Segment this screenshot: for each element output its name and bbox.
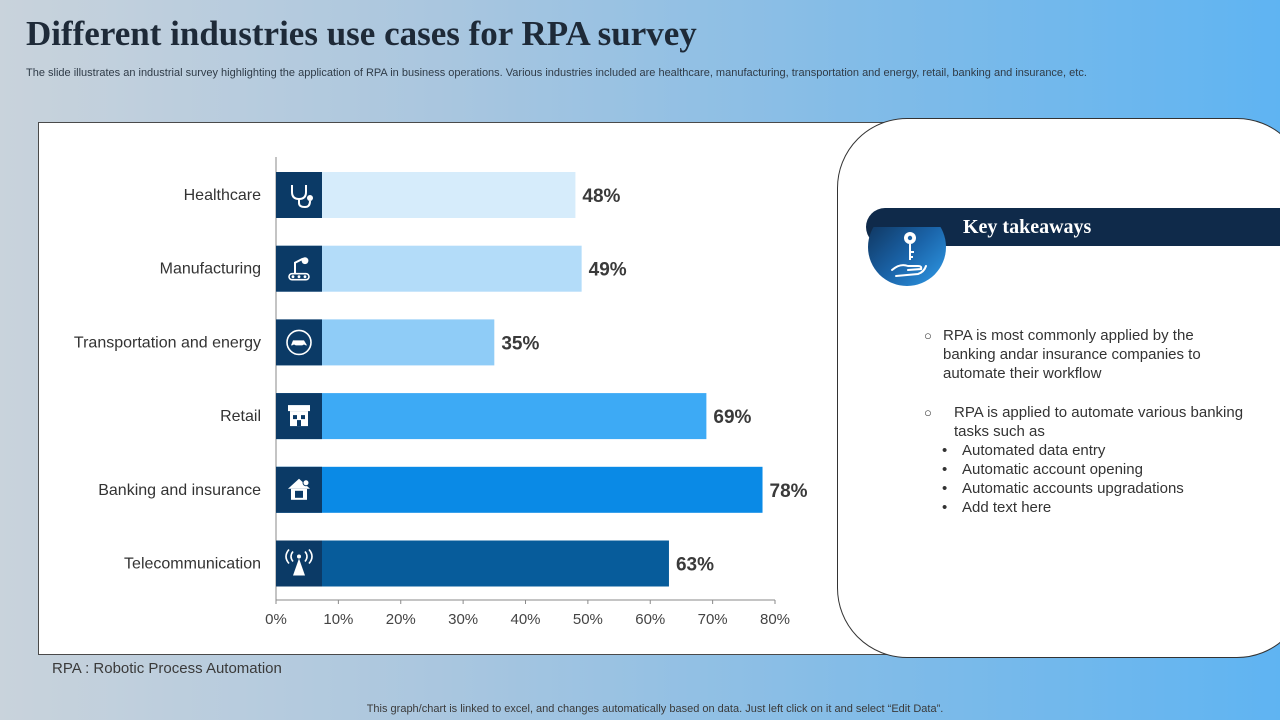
- x-tick-label: 80%: [760, 611, 790, 628]
- value-label: 78%: [770, 481, 808, 502]
- value-label: 49%: [589, 260, 627, 281]
- subpoint-text: Automatic account opening: [962, 461, 1143, 478]
- takeaway-marker: ○: [924, 405, 932, 420]
- category-label: Manufacturing: [160, 261, 261, 278]
- bar-icon-box: [276, 172, 322, 218]
- x-tick-label: 30%: [448, 611, 478, 628]
- bar-icon-box: [276, 245, 322, 292]
- value-label: 63%: [676, 555, 714, 576]
- takeaway-subpoint: • Automatic account opening: [942, 461, 1143, 478]
- signal-tower-icon: [285, 548, 313, 576]
- subpoint-text: Add text here: [962, 499, 1052, 516]
- subpoint-text: Automated data entry: [962, 442, 1106, 459]
- x-tick-label: 0%: [265, 611, 287, 628]
- rpa-footnote: RPA : Robotic Process Automation: [52, 660, 282, 677]
- value-label: 48%: [582, 186, 620, 207]
- subpoint-text: Automatic accounts upgradations: [962, 480, 1184, 497]
- x-tick-label: 50%: [573, 611, 603, 628]
- stethoscope-icon: [291, 185, 313, 209]
- page-subtitle: The slide illustrates an industrial surv…: [26, 67, 1087, 79]
- x-tick-label: 60%: [635, 611, 665, 628]
- robot-arm-conveyor-icon: [288, 257, 310, 281]
- store-icon: [288, 405, 310, 427]
- chart-panel: 0% 10% 20% 30% 40% 50% 60% 70% 80% Healthcare 48% M…: [38, 122, 890, 655]
- category-label: Banking and insurance: [98, 482, 261, 499]
- bar-6: [276, 540, 669, 587]
- value-label: 69%: [713, 407, 751, 428]
- category-label: Transportation and energy: [74, 334, 261, 351]
- bar-1: [276, 172, 576, 218]
- x-tick-label: 10%: [323, 611, 353, 628]
- category-label: Retail: [220, 408, 261, 425]
- x-tick-label: 70%: [698, 611, 728, 628]
- bar-2: [276, 245, 582, 292]
- page-title: Different industries use cases for RPA s…: [26, 14, 697, 53]
- electric-car-plug-icon: [286, 329, 312, 356]
- takeaway-marker: ○: [924, 328, 932, 343]
- takeaway-text: RPA is most commonly applied by the bank…: [943, 327, 1201, 382]
- takeaway-subpoint: • Automatic accounts upgradations: [942, 480, 1184, 497]
- takeaway-subpoint: • Add text here: [942, 499, 1052, 516]
- category-label: Telecommunication: [124, 556, 261, 573]
- x-tick-label: 20%: [386, 611, 416, 628]
- bar-4: [276, 393, 707, 440]
- key-takeaways-title: Key takeaways: [963, 216, 1092, 238]
- takeaway-point: ○ RPA is applied to automate various ban…: [924, 403, 1244, 441]
- category-label: Healthcare: [184, 187, 261, 204]
- takeaway-text: RPA is applied to automate various banki…: [954, 404, 1244, 440]
- key-takeaways-list: ○ RPA is most commonly applied by the ba…: [924, 326, 1244, 517]
- takeaway-subpoint: • Automated data entry: [942, 442, 1106, 459]
- hand-holding-key-icon: [891, 232, 927, 277]
- bank-house-icon: [288, 478, 310, 500]
- edit-data-note: This graph/chart is linked to excel, and…: [366, 703, 944, 715]
- takeaway-point: ○ RPA is most commonly applied by the ba…: [924, 326, 1244, 383]
- bar-5: [276, 466, 763, 513]
- bar-chart: 0% 10% 20% 30% 40% 50% 60% 70% 80% Healthcare 48% M…: [74, 157, 808, 628]
- x-tick-label: 40%: [510, 611, 540, 628]
- value-label: 35%: [501, 333, 539, 354]
